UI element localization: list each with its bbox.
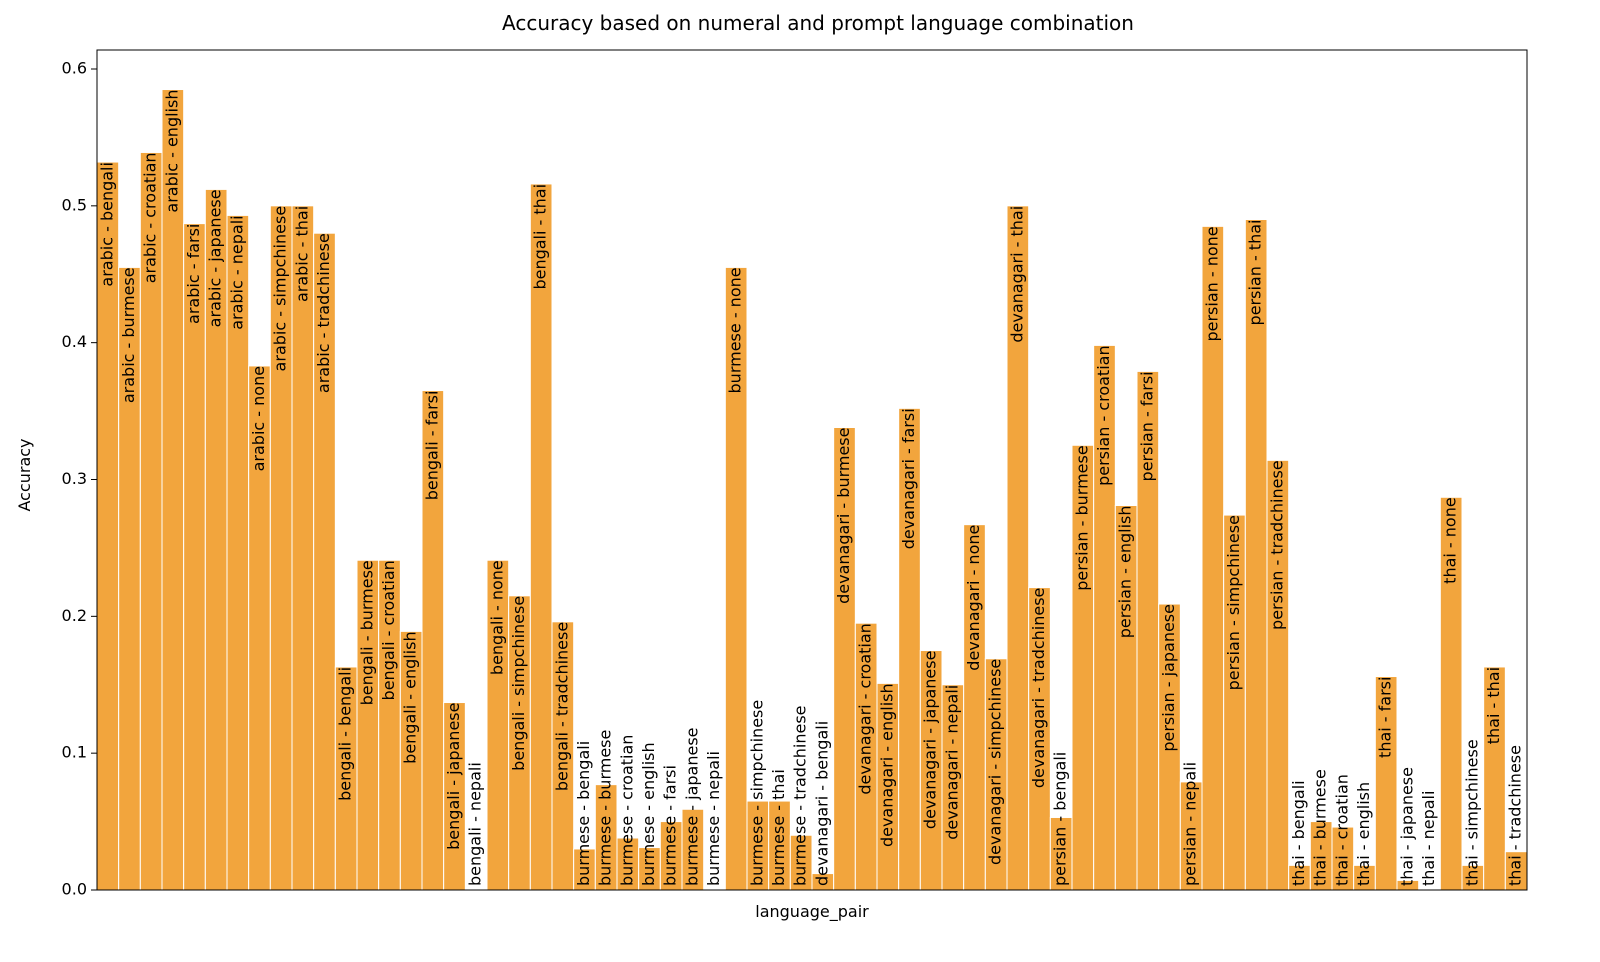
bar-label: burmese - japanese bbox=[682, 727, 701, 886]
bar-label: bengali - thai bbox=[531, 184, 550, 290]
bar-label: arabic - none bbox=[249, 366, 268, 471]
bar-label: devanagari - simpchinese bbox=[986, 659, 1005, 865]
bar-label: persian - bengali bbox=[1051, 752, 1070, 886]
bar-label: arabic - farsi bbox=[184, 224, 203, 324]
bar-label: bengali - tradchinese bbox=[552, 622, 571, 791]
bar-label: bengali - burmese bbox=[357, 560, 376, 705]
bar-label: burmese - tradchinese bbox=[791, 705, 810, 886]
bar-label: persian - tradchinese bbox=[1267, 460, 1286, 630]
bar-label: arabic - croatian bbox=[141, 152, 160, 283]
bar-label: arabic - bengali bbox=[97, 162, 116, 287]
bar-label: arabic - burmese bbox=[119, 267, 138, 403]
bar-label: burmese - thai bbox=[769, 769, 788, 886]
bar-label: thai - farsi bbox=[1376, 677, 1395, 758]
bar-label: persian - nepali bbox=[1181, 762, 1200, 886]
bar-label: arabic - simpchinese bbox=[271, 206, 290, 372]
bar-label: thai - english bbox=[1354, 782, 1373, 886]
x-axis-label: language_pair bbox=[755, 902, 869, 922]
bar-label: devanagari - english bbox=[877, 683, 896, 847]
bar-label: bengali - bengali bbox=[336, 667, 355, 801]
y-tick-label: 0.1 bbox=[62, 743, 87, 762]
bar-label: devanagari - japanese bbox=[921, 651, 940, 830]
bar-label: burmese - nepali bbox=[704, 751, 723, 886]
bar bbox=[291, 205, 315, 891]
y-tick-label: 0.6 bbox=[62, 59, 87, 78]
bar-label: devanagari - thai bbox=[1007, 206, 1026, 343]
bar-label: burmese - croatian bbox=[617, 735, 636, 886]
y-tick-label: 0.5 bbox=[62, 195, 87, 214]
bar-label: burmese - burmese bbox=[596, 730, 615, 886]
bar-label: persian - english bbox=[1116, 505, 1135, 638]
bar-label: burmese - simpchinese bbox=[747, 700, 766, 886]
bar-label: bengali - simpchinese bbox=[509, 596, 528, 771]
bar-label: persian - farsi bbox=[1137, 371, 1156, 481]
bar-label: persian - thai bbox=[1246, 220, 1265, 326]
bar-label: thai - burmese bbox=[1311, 769, 1330, 886]
y-tick-label: 0.2 bbox=[62, 606, 87, 625]
bar-label: persian - burmese bbox=[1072, 445, 1091, 590]
bar-label: thai - bengali bbox=[1289, 780, 1308, 886]
plot-frame bbox=[96, 49, 1528, 891]
bar-label: thai - simpchinese bbox=[1462, 739, 1481, 886]
bar-label: persian - japanese bbox=[1159, 604, 1178, 752]
bar-label: burmese - bengali bbox=[574, 741, 593, 886]
bar-label: devanagari - bengali bbox=[812, 721, 831, 886]
chart-title: Accuracy based on numeral and prompt lan… bbox=[502, 11, 1134, 35]
y-tick-label: 0.4 bbox=[62, 332, 87, 351]
bar-label: bengali - nepali bbox=[466, 762, 485, 886]
bar-label: thai - none bbox=[1441, 497, 1460, 584]
bar-label: devanagari - croatian bbox=[856, 623, 875, 794]
bar-label: thai - tradchinese bbox=[1506, 745, 1525, 886]
bar-label: devanagari - tradchinese bbox=[1029, 588, 1048, 789]
bar-label: bengali - farsi bbox=[422, 391, 441, 501]
bar-label: persian - none bbox=[1202, 226, 1221, 341]
bar-label: devanagari - none bbox=[964, 525, 983, 671]
bar-label: devanagari - nepali bbox=[942, 685, 961, 840]
bar-label: persian - croatian bbox=[1094, 345, 1113, 486]
bar-label: bengali - croatian bbox=[379, 560, 398, 700]
bar-label: thai - thai bbox=[1484, 667, 1503, 744]
bar-label: thai - croatian bbox=[1332, 774, 1351, 886]
bar-label: arabic - japanese bbox=[206, 189, 225, 327]
bar-label: burmese - farsi bbox=[661, 765, 680, 886]
bar-label: thai - japanese bbox=[1397, 767, 1416, 886]
bar-label: arabic - tradchinese bbox=[314, 233, 333, 393]
bar-label: burmese - english bbox=[639, 742, 658, 886]
bar-label: devanagari - burmese bbox=[834, 428, 853, 604]
y-axis-label: Accuracy bbox=[15, 438, 34, 511]
bar-label: thai - nepali bbox=[1419, 791, 1438, 886]
bar-label: arabic - thai bbox=[292, 206, 311, 302]
bar-label: arabic - english bbox=[162, 90, 181, 213]
bar-label: arabic - nepali bbox=[227, 215, 246, 329]
bar-label: burmese - none bbox=[726, 267, 745, 393]
bar-label: bengali - japanese bbox=[444, 703, 463, 850]
y-tick-label: 0.0 bbox=[62, 880, 87, 899]
bar-label: bengali - english bbox=[401, 631, 420, 763]
bar-label: persian - simpchinese bbox=[1224, 515, 1243, 690]
bar-label: devanagari - farsi bbox=[899, 408, 918, 549]
y-tick-label: 0.3 bbox=[62, 469, 87, 488]
bar-label: bengali - none bbox=[487, 560, 506, 675]
